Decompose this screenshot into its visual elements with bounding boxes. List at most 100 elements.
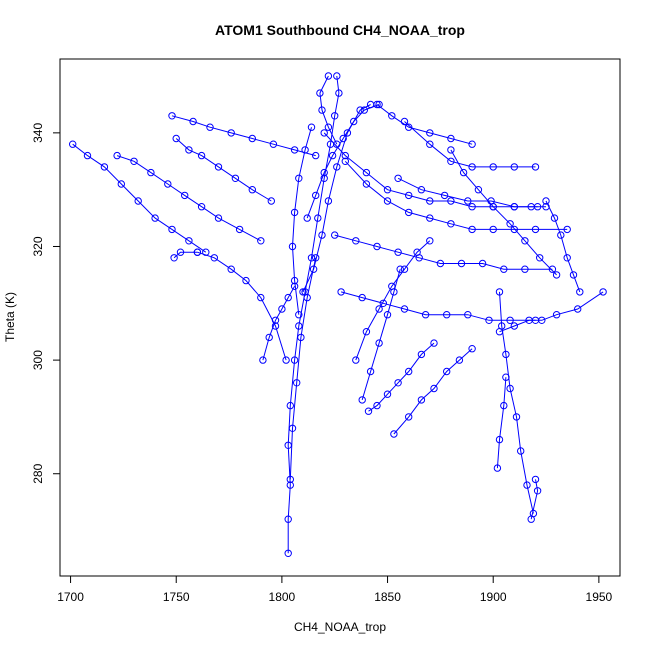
series-line (376, 104, 473, 145)
chart-title: ATOM1 Southbound CH4_NOAA_trop (215, 22, 465, 38)
data-point (468, 203, 476, 211)
data-point (320, 174, 328, 183)
series-line (287, 75, 340, 554)
data-point (468, 163, 476, 171)
data-point (257, 237, 265, 245)
data-point (172, 134, 180, 143)
data-point (383, 311, 392, 319)
data-point (303, 214, 311, 222)
data-point (284, 549, 292, 557)
data-point (421, 311, 430, 319)
data-point (447, 157, 455, 166)
data-point (231, 174, 240, 183)
data-point (388, 112, 396, 120)
data-point (295, 311, 303, 319)
data-point (527, 515, 535, 523)
data-point (531, 475, 540, 484)
data-point (286, 475, 294, 484)
data-point (512, 413, 521, 421)
y-tick-label: 300 (31, 350, 45, 370)
data-point (379, 299, 387, 307)
data-point (485, 316, 493, 324)
series-line (340, 291, 536, 321)
data-point (331, 112, 339, 120)
data-point (286, 401, 294, 410)
data-point (426, 129, 434, 137)
data-point (303, 293, 311, 302)
data-point (538, 316, 546, 324)
data-point (265, 333, 273, 342)
data-point (447, 134, 455, 143)
data-point (510, 163, 518, 171)
data-point (383, 197, 392, 205)
data-point (533, 487, 542, 495)
data-point (320, 168, 328, 177)
data-point (495, 288, 504, 296)
data-point (242, 276, 250, 285)
data-point (197, 203, 206, 211)
series-layer (69, 72, 607, 557)
data-point (468, 345, 476, 353)
y-axis: 280 300 320 340 (31, 123, 61, 484)
data-point (316, 89, 324, 97)
data-point (405, 191, 413, 200)
series-line (173, 251, 198, 259)
data-point (390, 430, 398, 438)
data-point (290, 208, 299, 217)
data-point (181, 191, 189, 200)
data-point (468, 225, 476, 234)
data-point (383, 186, 392, 194)
data-point (185, 237, 193, 245)
series-line (262, 286, 296, 361)
data-point (318, 231, 326, 239)
data-point (455, 356, 464, 364)
series-line (368, 342, 435, 412)
series-line (499, 291, 604, 333)
data-point (417, 350, 426, 359)
data-point (309, 265, 318, 273)
data-point (447, 220, 455, 228)
data-point (430, 339, 438, 347)
data-point (197, 151, 206, 160)
series-line (450, 149, 557, 276)
data-point (502, 373, 510, 381)
data-point (502, 350, 510, 359)
data-point (299, 288, 307, 296)
data-point (290, 356, 299, 364)
data-point (324, 123, 333, 131)
series-line (344, 160, 568, 230)
data-point (176, 248, 185, 256)
data-point (506, 316, 514, 324)
data-point (447, 146, 455, 154)
data-point (193, 248, 202, 256)
data-point (366, 367, 375, 376)
x-tick-label: 1850 (374, 590, 401, 604)
data-point (164, 180, 172, 188)
data-point (312, 151, 320, 160)
data-point (548, 265, 557, 273)
data-point (405, 123, 413, 131)
data-point (271, 322, 280, 330)
x-axis: 1700 1750 1800 1850 1900 1950 (57, 575, 613, 604)
data-point (563, 254, 571, 262)
data-point (500, 265, 508, 273)
data-point (375, 339, 383, 347)
data-point (227, 129, 235, 137)
data-point (278, 305, 286, 313)
series-line (404, 121, 536, 168)
y-tick-label: 340 (31, 123, 45, 143)
data-point (500, 401, 508, 410)
series-line (116, 155, 262, 242)
data-point (341, 157, 349, 166)
x-tick-label: 1800 (269, 590, 296, 604)
data-point (210, 254, 219, 262)
series-line (496, 377, 507, 469)
data-point (536, 254, 544, 262)
data-point (521, 265, 529, 273)
data-point (339, 134, 347, 143)
data-point (383, 390, 392, 398)
x-tick-label: 1750 (163, 590, 190, 604)
data-point (489, 203, 497, 211)
data-point (394, 379, 402, 387)
